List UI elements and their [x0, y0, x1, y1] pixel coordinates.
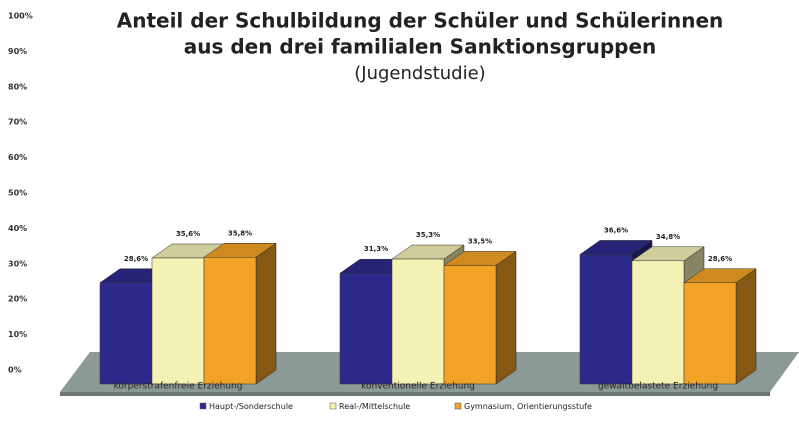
bar [203, 257, 257, 385]
value-label: 35,3% [416, 231, 440, 239]
legend-swatch [199, 402, 207, 410]
x-tick-label: gewaltbelastete Erziehung [598, 382, 718, 392]
bar [579, 254, 633, 385]
value-label: 31,3% [364, 245, 388, 253]
bar-side [495, 250, 517, 385]
legend-label: Haupt-/Sonderschule [209, 402, 293, 411]
bar-side [735, 268, 757, 385]
y-tick-label: 50% [8, 189, 27, 198]
y-tick-label: 40% [8, 224, 27, 233]
x-tick-label: körperstrafenfreie Erziehung [114, 382, 243, 392]
legend-label: Real-/Mittelschule [339, 402, 410, 411]
x-tick-label: konventionelle Erziehung [361, 382, 475, 392]
bar [391, 258, 445, 385]
chart-subtitle: (Jugendstudie) [354, 63, 485, 84]
value-label: 35,6% [176, 230, 200, 238]
bar [443, 265, 497, 385]
y-tick-label: 20% [8, 295, 27, 304]
value-label: 28,6% [124, 255, 148, 263]
bar [683, 282, 737, 385]
bar [339, 272, 393, 385]
bar [99, 282, 153, 385]
value-label: 34,8% [656, 233, 680, 241]
bar [631, 260, 685, 385]
value-label: 36,6% [604, 226, 628, 234]
value-label: 35,8% [228, 229, 252, 237]
floor-edge [60, 392, 770, 396]
y-tick-label: 70% [8, 118, 27, 127]
chart-title: Anteil der Schulbildung der Schüler und … [117, 9, 724, 33]
y-tick-label: 10% [8, 330, 27, 339]
y-tick-label: 0% [8, 366, 22, 375]
y-tick-label: 100% [8, 12, 33, 21]
legend-swatch [329, 402, 337, 410]
value-label: 28,6% [708, 255, 732, 263]
y-tick-label: 90% [8, 47, 27, 56]
legend-swatch [454, 402, 462, 410]
value-label: 33,5% [468, 237, 492, 245]
chart-title: aus den drei familialen Sanktionsgruppen [184, 35, 657, 59]
y-tick-label: 60% [8, 153, 27, 162]
legend-label: Gymnasium, Orientierungsstufe [464, 402, 592, 411]
bar-side [255, 242, 277, 385]
y-tick-label: 30% [8, 259, 27, 268]
y-tick-label: 80% [8, 82, 27, 91]
bar [151, 257, 205, 385]
